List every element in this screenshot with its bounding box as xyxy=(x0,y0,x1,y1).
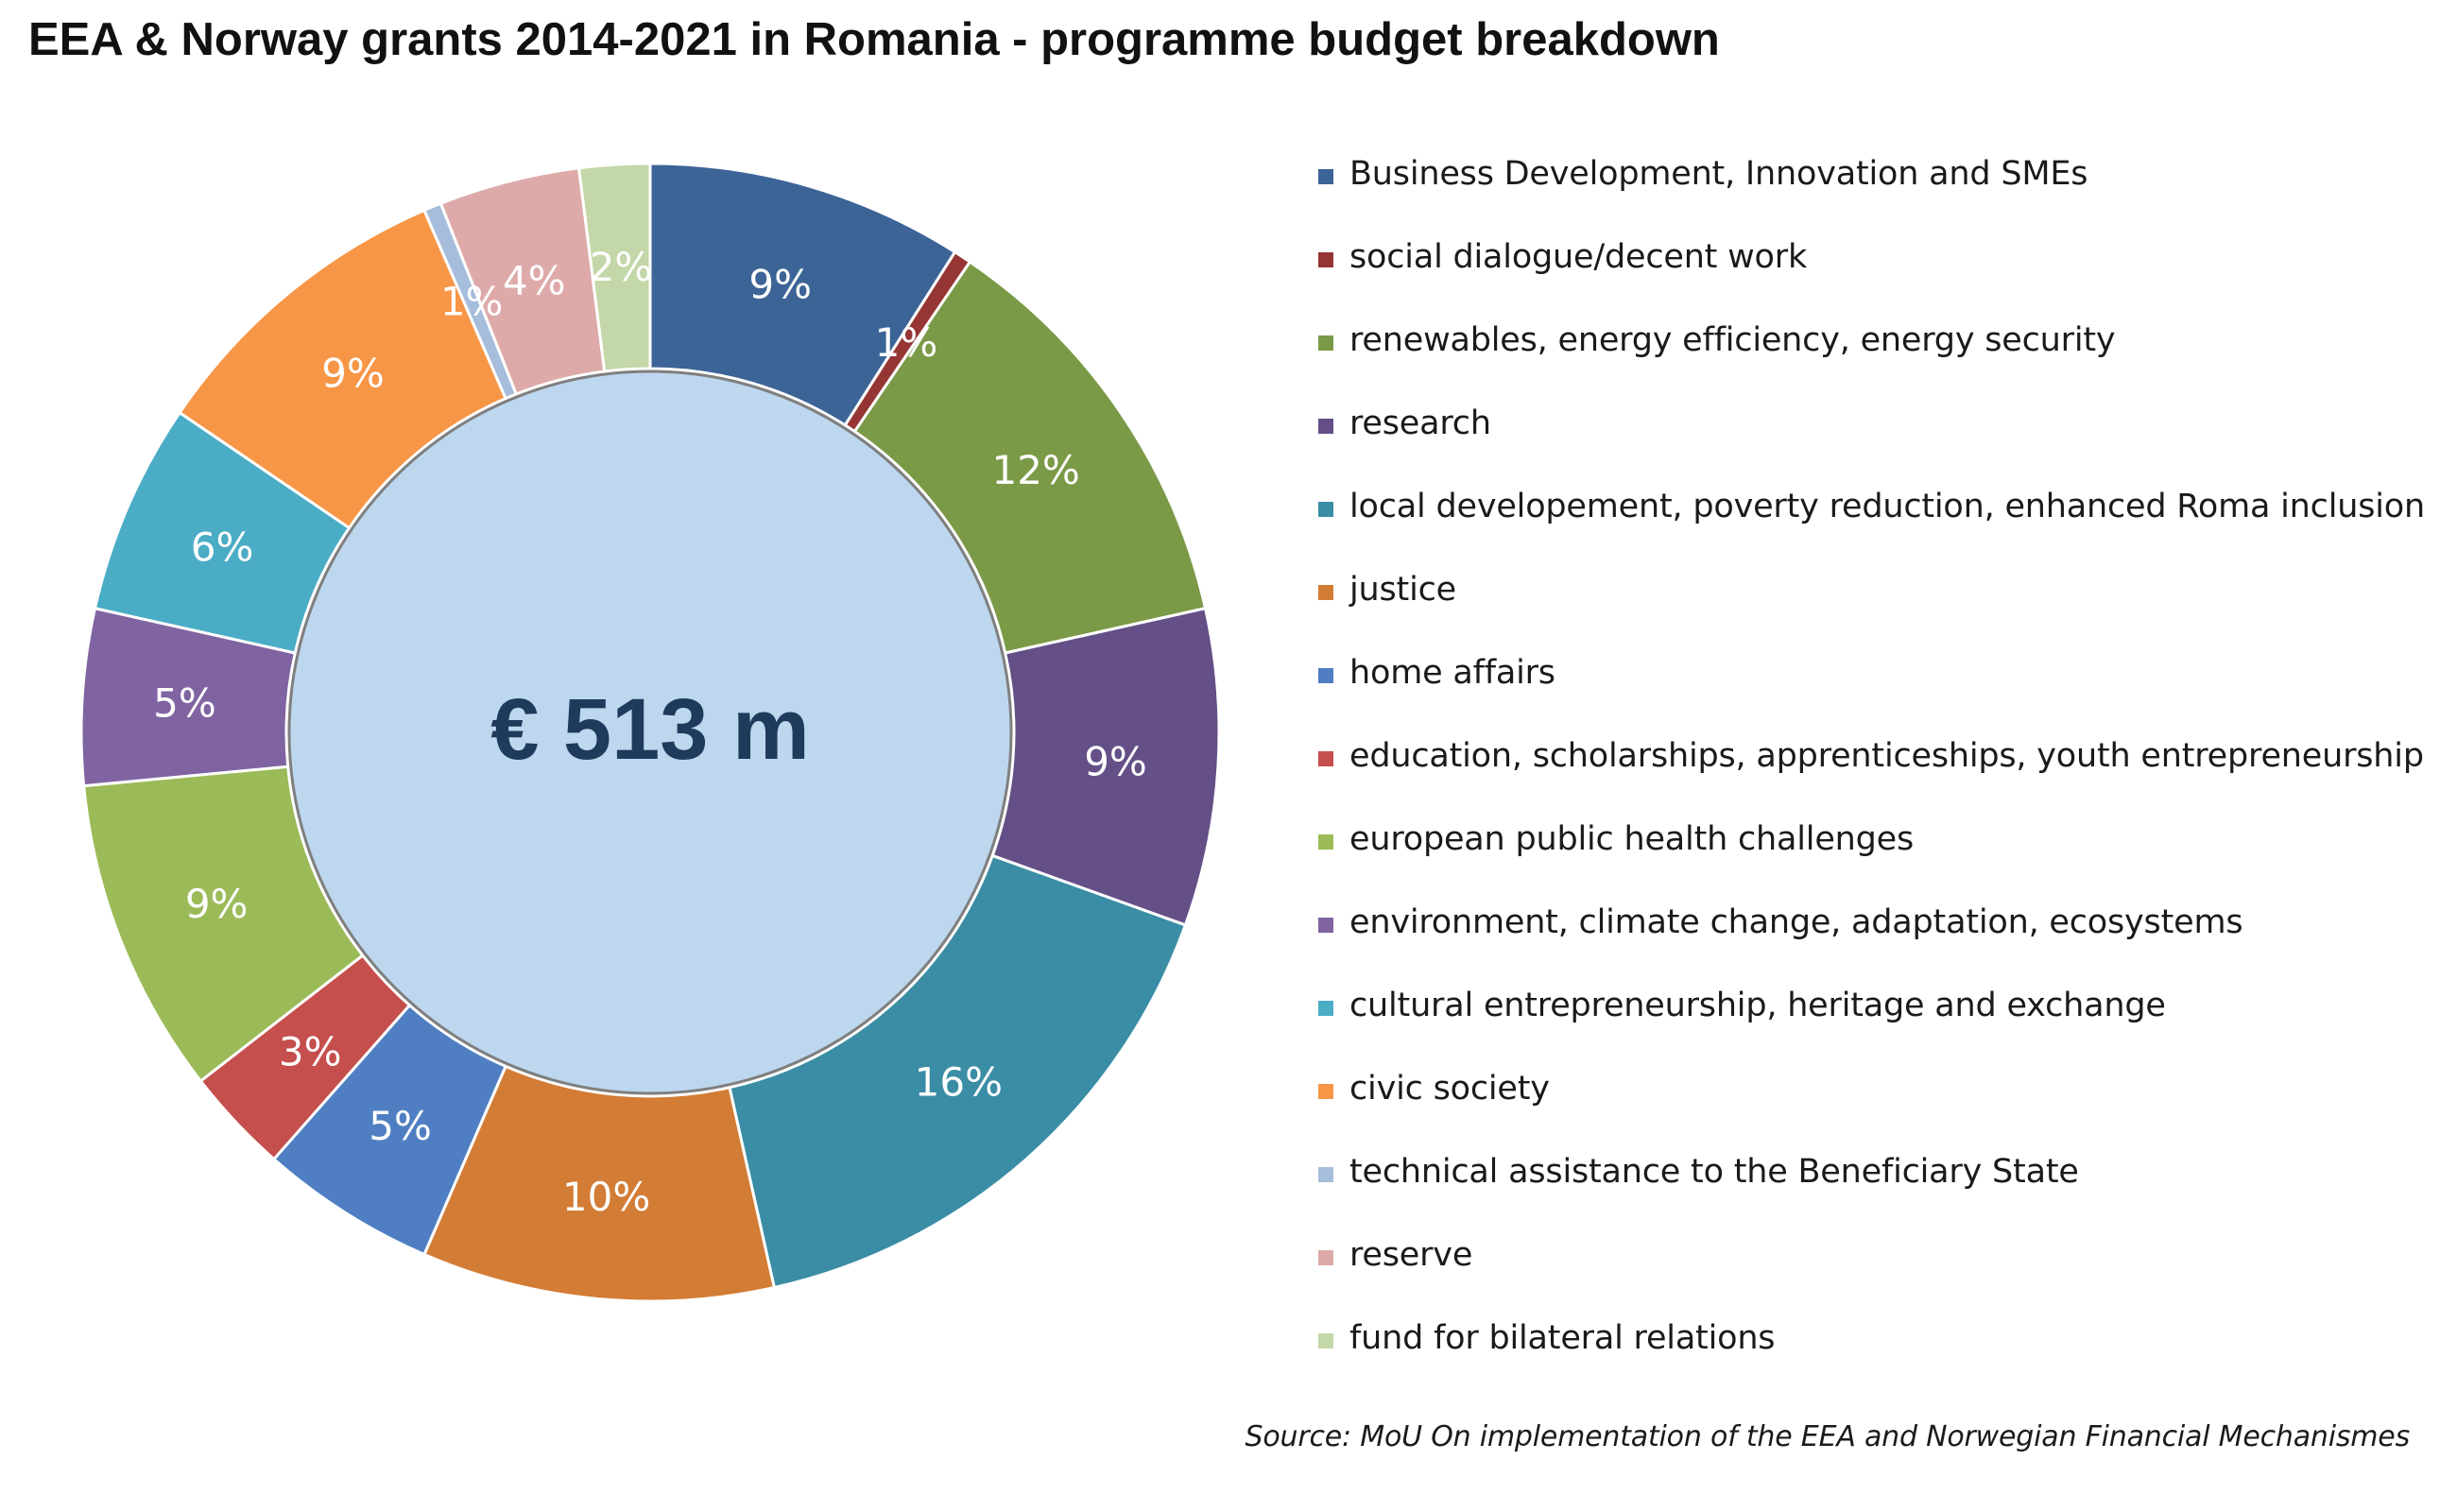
legend-label: justice xyxy=(1349,571,1456,609)
legend-swatch xyxy=(1318,1084,1333,1099)
legend-swatch xyxy=(1318,252,1333,267)
slice-label: 5% xyxy=(153,680,216,727)
legend-label: education, scholarships, apprenticeships… xyxy=(1349,737,2424,775)
legend-label: fund for bilateral relations xyxy=(1349,1319,1776,1357)
legend-label: environment, climate change, adaptation,… xyxy=(1349,903,2243,941)
slice-label: 9% xyxy=(321,350,385,396)
slice-label: 9% xyxy=(185,881,249,927)
legend-item: fund for bilateral relations xyxy=(1318,1306,2433,1389)
legend-item: social dialogue/decent work xyxy=(1318,225,2433,308)
slice-label: 10% xyxy=(562,1174,650,1220)
legend-swatch xyxy=(1318,1001,1333,1016)
slice-label: 4% xyxy=(503,258,566,304)
legend-swatch xyxy=(1318,169,1333,184)
slice-label: 5% xyxy=(369,1103,432,1149)
legend-item: reserve xyxy=(1318,1223,2433,1306)
donut-slice xyxy=(728,853,1188,1290)
legend-label: Business Development, Innovation and SME… xyxy=(1349,155,2088,193)
legend-label: local developement, poverty reduction, e… xyxy=(1349,488,2425,525)
legend-item: research xyxy=(1318,391,2433,474)
legend-swatch xyxy=(1318,834,1333,850)
legend-swatch xyxy=(1318,585,1333,600)
chart-title: EEA & Norway grants 2014-2021 in Romania… xyxy=(28,14,1720,65)
legend-label: renewables, energy efficiency, energy se… xyxy=(1349,321,2116,359)
legend-swatch xyxy=(1318,1250,1333,1265)
legend-item: cultural entrepreneurship, heritage and … xyxy=(1318,973,2433,1057)
slice-label: 3% xyxy=(279,1028,342,1074)
legend-label: reserve xyxy=(1349,1236,1473,1274)
legend-swatch xyxy=(1318,1167,1333,1182)
source-note: Source: MoU On implementation of the EEA… xyxy=(1245,1420,2411,1453)
legend-item: local developement, poverty reduction, e… xyxy=(1318,474,2433,558)
legend-item: environment, climate change, adaptation,… xyxy=(1318,890,2433,973)
legend-label: home affairs xyxy=(1349,654,1555,692)
slice-label: 1% xyxy=(875,319,938,366)
slice-label: 1% xyxy=(440,279,504,325)
center-circle xyxy=(287,369,1013,1095)
legend-label: technical assistance to the Beneficiary … xyxy=(1349,1153,2079,1191)
legend-item: justice xyxy=(1318,558,2433,641)
legend-item: Business Development, Innovation and SME… xyxy=(1318,142,2433,225)
legend-item: home affairs xyxy=(1318,641,2433,724)
legend-item: european public health challenges xyxy=(1318,807,2433,890)
legend-swatch xyxy=(1318,668,1333,683)
legend-swatch xyxy=(1318,502,1333,517)
slice-label: 9% xyxy=(748,262,812,308)
legend-label: social dialogue/decent work xyxy=(1349,238,1808,276)
slice-label: 2% xyxy=(590,244,653,290)
donut-chart: 9%1%12%9%16%10%5%3%9%5%6%9%1% 4% 2%€ 513 m xyxy=(79,162,1221,1303)
legend-label: cultural entrepreneurship, heritage and … xyxy=(1349,987,2166,1024)
legend-swatch xyxy=(1318,335,1333,351)
legend-label: european public health challenges xyxy=(1349,820,1915,858)
legend-swatch xyxy=(1318,918,1333,933)
legend-item: renewables, energy efficiency, energy se… xyxy=(1318,308,2433,391)
center-total-label: € 513 m xyxy=(490,681,810,778)
slice-label: 16% xyxy=(915,1059,1003,1106)
legend-item: technical assistance to the Beneficiary … xyxy=(1318,1140,2433,1223)
donut-slice xyxy=(576,162,652,373)
legend-swatch xyxy=(1318,751,1333,766)
slice-label: 9% xyxy=(1084,738,1147,784)
legend: Business Development, Innovation and SME… xyxy=(1318,142,2433,1389)
legend-label: research xyxy=(1349,404,1491,442)
legend-label: civic society xyxy=(1349,1070,1550,1108)
slice-label: 12% xyxy=(991,447,1079,493)
legend-item: civic society xyxy=(1318,1057,2433,1140)
legend-swatch xyxy=(1318,419,1333,434)
slice-label: 6% xyxy=(191,524,254,571)
legend-item: education, scholarships, apprenticeships… xyxy=(1318,724,2433,807)
legend-swatch xyxy=(1318,1333,1333,1349)
donut-slice xyxy=(852,260,1208,655)
